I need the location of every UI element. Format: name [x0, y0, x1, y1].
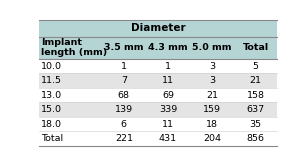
Bar: [38, 73, 277, 88]
Text: 159: 159: [203, 105, 221, 114]
Text: 69: 69: [162, 91, 174, 100]
Text: Total: Total: [243, 43, 269, 52]
Text: 3.5 mm: 3.5 mm: [104, 43, 144, 52]
Bar: [38, 88, 277, 102]
Text: 3: 3: [209, 62, 215, 71]
Text: 18: 18: [206, 120, 218, 129]
Bar: [38, 102, 277, 117]
Text: 10.0: 10.0: [41, 62, 62, 71]
Text: 68: 68: [118, 91, 130, 100]
Text: 21: 21: [250, 76, 262, 85]
Text: 431: 431: [159, 134, 177, 143]
Text: 4.3 mm: 4.3 mm: [148, 43, 188, 52]
Text: Implant
length (mm): Implant length (mm): [41, 38, 107, 57]
Text: 18.0: 18.0: [41, 120, 62, 129]
Text: Diameter: Diameter: [131, 23, 185, 33]
Text: 35: 35: [250, 120, 262, 129]
Text: 204: 204: [203, 134, 221, 143]
Text: 11.5: 11.5: [41, 76, 62, 85]
Text: 15.0: 15.0: [41, 105, 62, 114]
Text: 339: 339: [159, 105, 177, 114]
Text: 3: 3: [209, 76, 215, 85]
Text: 11: 11: [162, 120, 174, 129]
Bar: [38, 117, 277, 131]
Text: 21: 21: [206, 91, 218, 100]
Text: 637: 637: [247, 105, 265, 114]
Text: 6: 6: [121, 120, 127, 129]
Text: 13.0: 13.0: [41, 91, 63, 100]
Text: Total: Total: [41, 134, 63, 143]
Text: 5.0 mm: 5.0 mm: [192, 43, 232, 52]
Text: 856: 856: [247, 134, 265, 143]
Text: 11: 11: [162, 76, 174, 85]
Bar: [38, 37, 277, 59]
Bar: [38, 59, 277, 73]
Bar: [38, 131, 277, 146]
Text: 7: 7: [121, 76, 127, 85]
Text: 5: 5: [253, 62, 259, 71]
Text: 221: 221: [115, 134, 133, 143]
Text: 1: 1: [121, 62, 127, 71]
Text: 1: 1: [165, 62, 171, 71]
Text: 158: 158: [247, 91, 265, 100]
Bar: [38, 20, 277, 37]
Text: 139: 139: [115, 105, 133, 114]
